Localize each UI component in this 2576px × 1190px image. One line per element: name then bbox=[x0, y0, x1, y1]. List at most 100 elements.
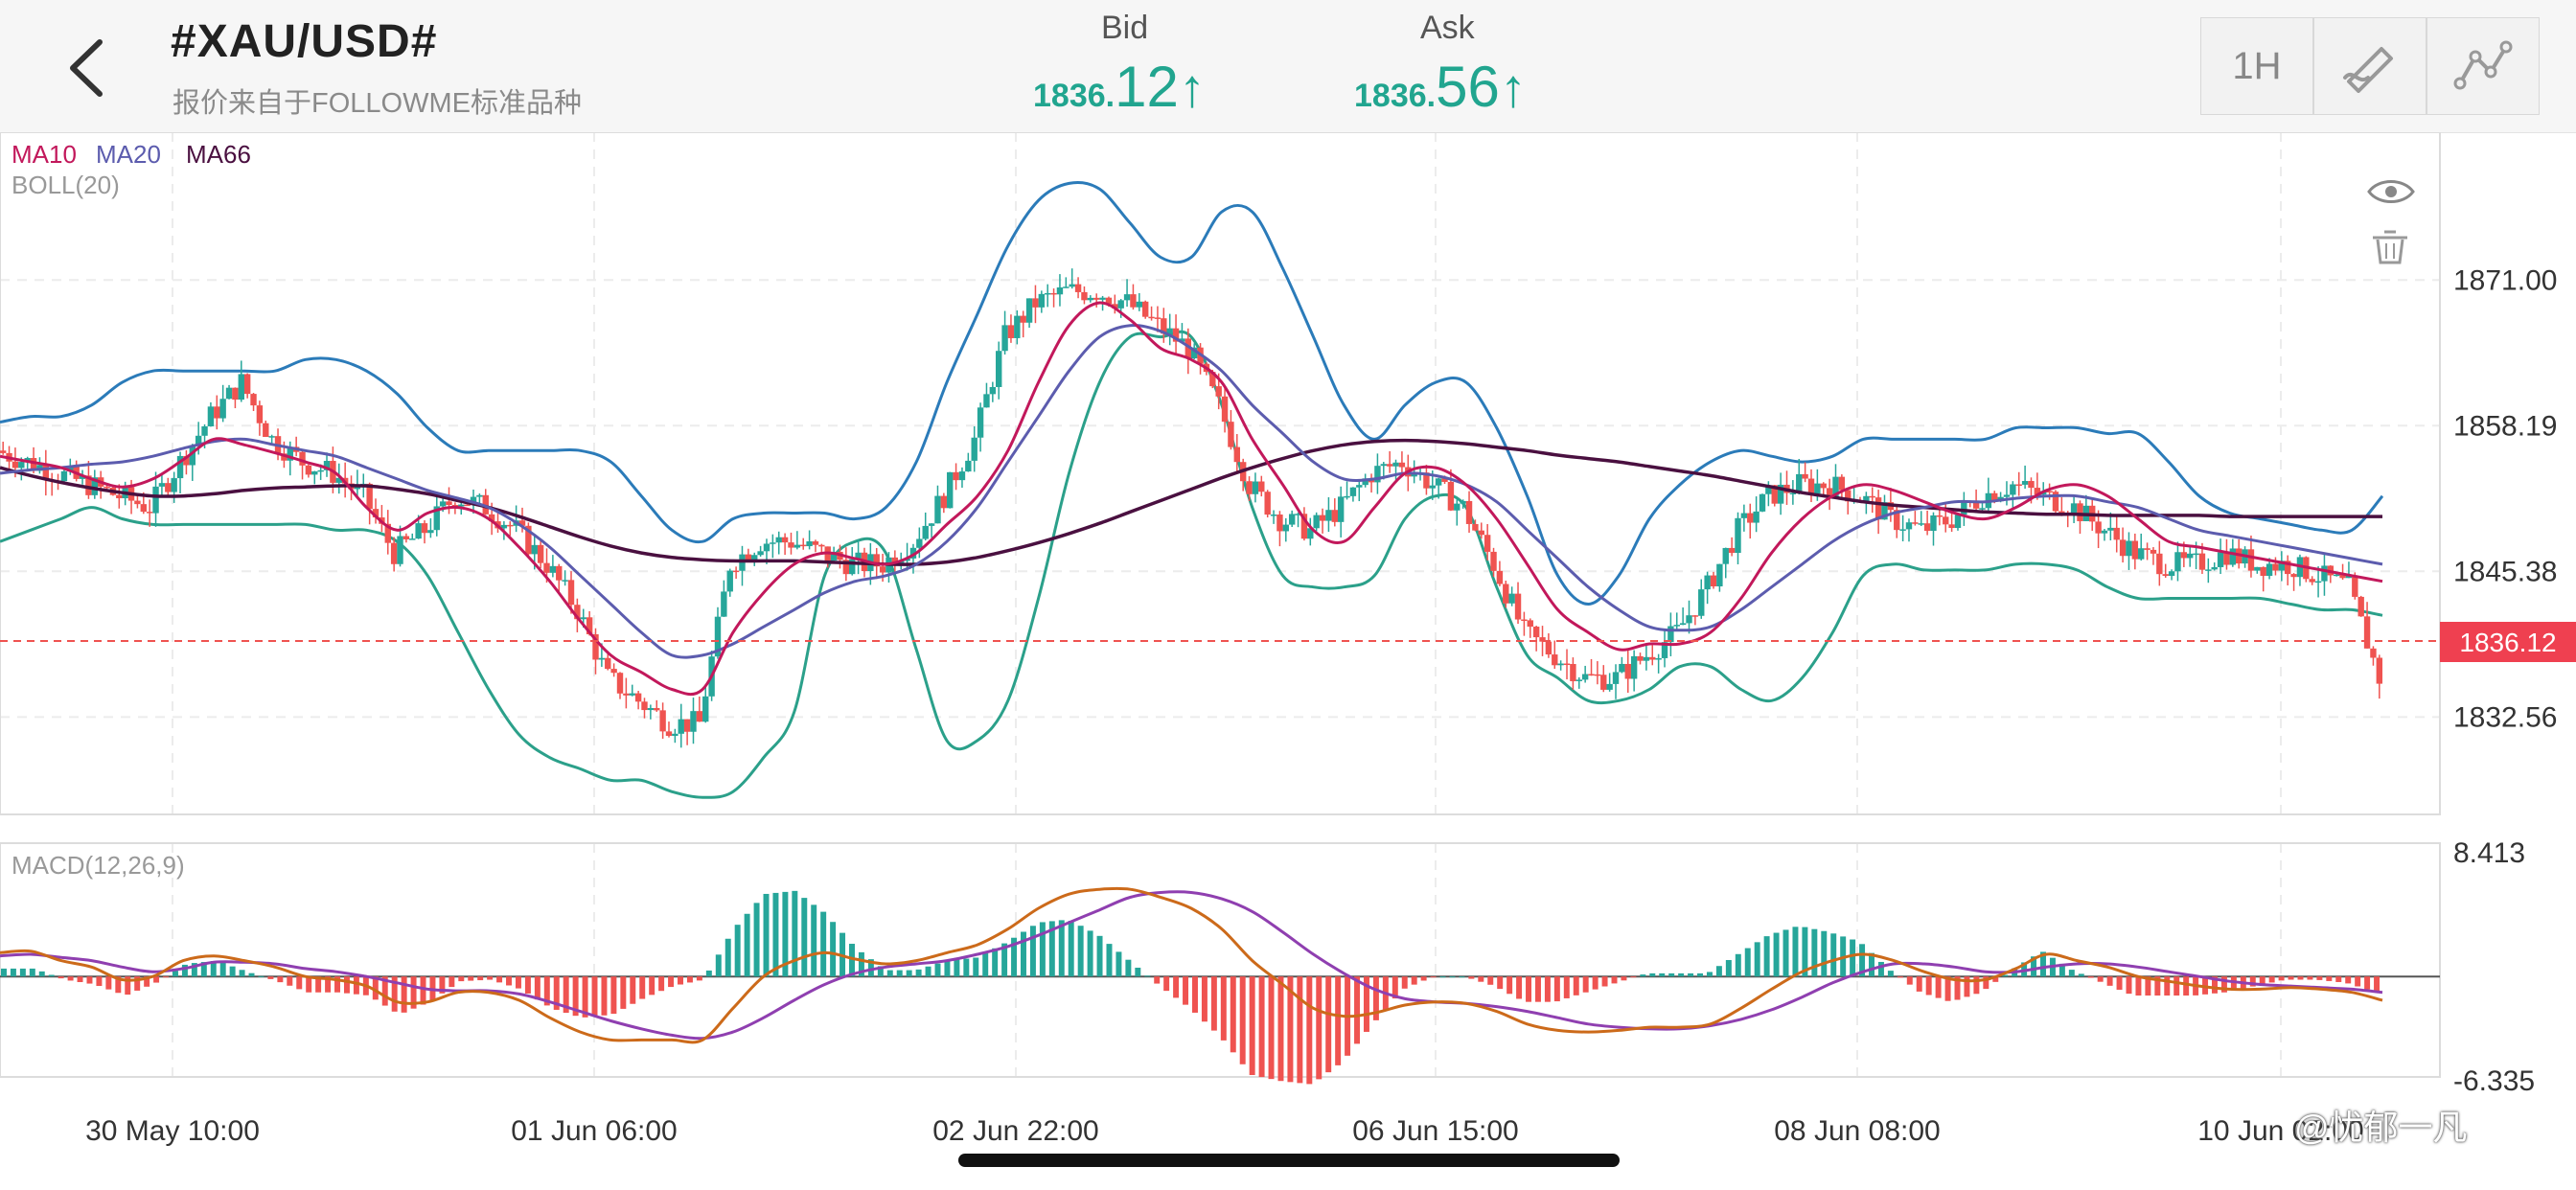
candle-body bbox=[281, 453, 288, 461]
ma66-line bbox=[0, 438, 2382, 566]
macd-histogram-bar bbox=[1210, 976, 1217, 1031]
macd-histogram-bar bbox=[315, 976, 322, 993]
candle-body bbox=[2126, 540, 2132, 557]
macd-histogram-bar bbox=[1401, 976, 1408, 989]
candle-body bbox=[977, 407, 984, 438]
macd-histogram-bar bbox=[1439, 976, 1446, 978]
home-indicator[interactable] bbox=[958, 1154, 1620, 1167]
macd-histogram-bar bbox=[668, 976, 675, 988]
candle-body bbox=[1123, 294, 1131, 301]
macd-histogram-bar bbox=[1372, 976, 1379, 1020]
draw-tool-button[interactable] bbox=[2313, 17, 2426, 115]
macd-histogram-bar bbox=[153, 976, 160, 983]
candle-body bbox=[2266, 563, 2273, 577]
candle-body bbox=[1411, 473, 1417, 477]
macd-histogram-bar bbox=[1420, 976, 1427, 981]
trash-icon[interactable] bbox=[2373, 230, 2407, 264]
candle-body bbox=[287, 446, 293, 461]
macd-histogram-bar bbox=[1430, 976, 1437, 978]
macd-histogram-bar bbox=[2126, 976, 2132, 995]
price-chart[interactable]: 1871.00 1858.19 1845.38 1832.56 8.413 -6.335 3… bbox=[0, 132, 2576, 1190]
candle-body bbox=[1478, 530, 1484, 536]
candle-body bbox=[751, 555, 758, 561]
timeframe-button[interactable]: 1H bbox=[2200, 17, 2313, 115]
candle-body bbox=[384, 523, 391, 543]
candle-body bbox=[1295, 514, 1301, 515]
macd-histogram-bar bbox=[2002, 974, 2009, 977]
candle-body bbox=[1649, 656, 1656, 660]
macd-histogram-bar bbox=[1649, 973, 1656, 977]
macd-histogram-bar bbox=[1526, 976, 1532, 1002]
macd-histogram-bar bbox=[886, 970, 893, 977]
candle-body bbox=[556, 565, 563, 581]
candle-body bbox=[855, 552, 862, 560]
candle-body bbox=[690, 711, 697, 732]
candle-body bbox=[1747, 513, 1754, 523]
candle-body bbox=[171, 478, 177, 492]
candle-body bbox=[1233, 446, 1241, 463]
macd-histogram-bar bbox=[248, 973, 255, 977]
candle-body bbox=[1325, 510, 1332, 521]
candle-body bbox=[1386, 464, 1393, 467]
macd-histogram-bar bbox=[1077, 926, 1084, 977]
macd-histogram-bar bbox=[1268, 976, 1275, 1080]
macd-histogram-bar bbox=[1239, 976, 1246, 1064]
candle-body bbox=[616, 673, 624, 694]
candle-body bbox=[873, 554, 880, 567]
macd-histogram-bar bbox=[325, 976, 332, 993]
candle-body bbox=[451, 505, 459, 507]
candle-body bbox=[1594, 674, 1601, 676]
candle-body bbox=[2015, 484, 2022, 486]
candle-body bbox=[1514, 593, 1522, 620]
candle-body bbox=[263, 423, 269, 438]
candle-body bbox=[1765, 485, 1772, 494]
macd-histogram-bar bbox=[734, 925, 741, 977]
eye-icon[interactable] bbox=[2367, 180, 2415, 203]
candle-body bbox=[1392, 462, 1399, 467]
candle-body bbox=[2254, 566, 2261, 571]
candle-body bbox=[1863, 495, 1870, 502]
macd-histogram-bar bbox=[1582, 976, 1589, 993]
macd-histogram-bar bbox=[1869, 952, 1874, 977]
macd-histogram-bar bbox=[1887, 971, 1894, 977]
x-tick-label: 01 Jun 06:00 bbox=[511, 1115, 677, 1147]
candle-body bbox=[79, 475, 86, 479]
candle-body bbox=[879, 566, 886, 573]
indicator-tool-button[interactable] bbox=[2426, 17, 2540, 115]
candle-body bbox=[2010, 484, 2016, 495]
back-button[interactable] bbox=[59, 34, 117, 102]
macd-histogram-bar bbox=[686, 976, 693, 983]
macd-histogram-bar bbox=[1478, 976, 1484, 982]
macd-histogram-bar bbox=[2326, 976, 2333, 981]
candle-body bbox=[574, 605, 581, 620]
candle-body bbox=[659, 710, 666, 732]
macd-histogram-bar bbox=[849, 944, 855, 977]
candle-body bbox=[2339, 574, 2346, 579]
candle-body bbox=[641, 701, 648, 711]
candle-body bbox=[464, 504, 471, 507]
macd-histogram-bar bbox=[2230, 976, 2237, 991]
candle-body bbox=[1527, 620, 1533, 628]
macd-histogram-bar bbox=[391, 976, 398, 1012]
candle-body bbox=[1014, 315, 1021, 338]
candle-body bbox=[250, 394, 257, 406]
macd-histogram-bar bbox=[1697, 973, 1703, 977]
macd-histogram-bar bbox=[1144, 975, 1151, 977]
candle-body bbox=[225, 387, 233, 400]
candle-body bbox=[1228, 422, 1234, 447]
macd-histogram-bar bbox=[1859, 944, 1866, 977]
macd-histogram-bar bbox=[115, 976, 122, 994]
candle-body bbox=[683, 719, 691, 732]
candle-body bbox=[1557, 663, 1564, 666]
candle-body bbox=[598, 657, 606, 660]
macd-histogram-bar bbox=[744, 913, 750, 977]
macd-histogram-bar bbox=[1830, 933, 1837, 977]
candle-body bbox=[1179, 338, 1185, 342]
macd-histogram-bar bbox=[2288, 976, 2294, 980]
candle-body bbox=[996, 351, 1002, 387]
candle-body bbox=[1356, 485, 1363, 488]
candle-body bbox=[965, 460, 972, 472]
macd-histogram-bar bbox=[1048, 921, 1055, 977]
candle-body bbox=[2119, 539, 2127, 557]
macd-histogram-bar bbox=[1087, 930, 1093, 977]
